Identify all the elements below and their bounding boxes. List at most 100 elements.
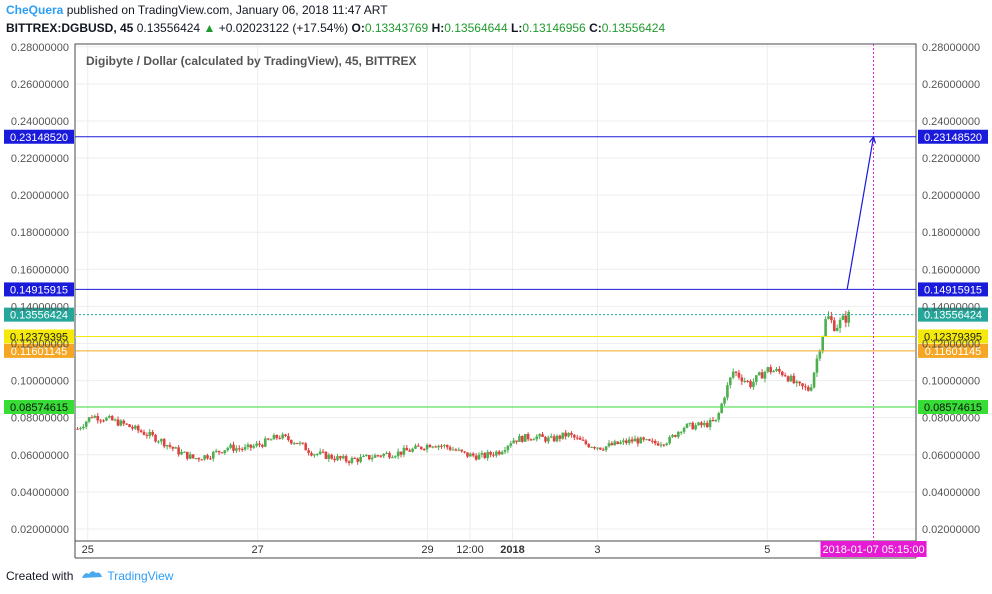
candle-body xyxy=(252,445,256,448)
level-label-left: 0.23148520 xyxy=(10,132,68,144)
candle-body xyxy=(503,450,507,453)
candle-body xyxy=(275,434,279,438)
candle-body xyxy=(815,358,819,373)
projection-arrowhead-icon xyxy=(868,135,877,144)
level-label-bg-right xyxy=(918,329,988,344)
candle-body xyxy=(243,447,247,450)
annotations[interactable]: 2018-01-07 05:15:00 xyxy=(820,44,927,557)
candle-body xyxy=(671,435,674,437)
projection-arrow[interactable] xyxy=(846,136,875,290)
candle-body xyxy=(593,447,596,449)
candle-body xyxy=(396,451,400,457)
candle-body xyxy=(818,351,822,359)
candle-body xyxy=(445,445,449,448)
level-label-bg-left xyxy=(4,343,74,358)
candle-body xyxy=(220,452,224,454)
tradingview-logo-icon[interactable] xyxy=(81,568,103,583)
tradingview-link[interactable]: TradingView xyxy=(107,568,174,583)
candle-body xyxy=(154,434,157,442)
change-value: +0.02023122 (+17.54%) xyxy=(218,21,349,35)
candle-body xyxy=(160,439,163,442)
candle-body xyxy=(827,316,830,320)
candle-body xyxy=(627,439,631,444)
candle-body xyxy=(610,443,614,446)
candle-body xyxy=(775,368,778,371)
candle-body xyxy=(382,453,386,457)
candle-body xyxy=(82,426,85,429)
candle-body xyxy=(549,436,553,438)
candle-body xyxy=(613,441,617,446)
candle-body xyxy=(272,434,276,440)
level-label-bg-left xyxy=(4,400,74,415)
candle-body xyxy=(292,443,296,445)
created-with-text: Created with xyxy=(6,568,74,583)
x-tick-label: 12:00 xyxy=(456,544,484,556)
candle-body xyxy=(128,424,131,428)
candle-body xyxy=(648,439,651,441)
candle-body xyxy=(327,454,331,459)
candle-body xyxy=(315,453,319,455)
candle-body xyxy=(125,423,128,425)
y-tick-label-left: 0.04000000 xyxy=(11,487,69,499)
candle-body xyxy=(93,416,97,418)
candle-body xyxy=(838,319,842,328)
candle-body xyxy=(460,449,463,452)
candle-body xyxy=(703,422,706,426)
candle-body xyxy=(440,445,443,447)
candle-body xyxy=(723,397,726,404)
candle-body xyxy=(544,436,547,442)
candle-body xyxy=(281,434,284,439)
candle-body xyxy=(599,447,602,450)
candle-body xyxy=(844,315,848,323)
candle-body xyxy=(466,452,469,457)
candle-body xyxy=(217,450,221,453)
level-label-bg-left xyxy=(4,129,74,144)
candle-body xyxy=(607,443,611,447)
y-tick-label-left: 0.12000000 xyxy=(11,338,69,350)
candle-body xyxy=(214,450,218,452)
author-name[interactable]: CheQuera xyxy=(6,3,64,17)
candle-body xyxy=(255,443,258,446)
candle-body xyxy=(812,372,816,388)
candle-body xyxy=(246,444,250,448)
candle-body xyxy=(414,445,417,449)
candle-body xyxy=(183,451,186,453)
level-label-bg-left xyxy=(4,329,74,344)
x-axis: 25 27 29 12:00 2018 3 5 xyxy=(82,544,771,556)
candle-body xyxy=(313,454,316,456)
candle-body xyxy=(310,452,313,456)
candle-body xyxy=(411,448,414,452)
y-tick-label-left: 0.22000000 xyxy=(11,153,69,165)
candle-body xyxy=(76,428,79,430)
candle-body xyxy=(711,420,715,422)
candle-body xyxy=(232,444,235,451)
y-tick-label-right: 0.08000000 xyxy=(922,413,980,425)
candle-body xyxy=(521,435,524,442)
candle-body xyxy=(682,427,686,432)
candle-body xyxy=(84,421,88,427)
ohlc-header: BITTREX:DGBUSD, 45 0.13556424 ▲ +0.02023… xyxy=(6,21,665,35)
y-tick-label-right: 0.14000000 xyxy=(922,301,980,313)
candle-body xyxy=(321,451,325,453)
candle-body xyxy=(136,425,140,431)
candle-body xyxy=(417,445,420,447)
candle-body xyxy=(541,434,544,437)
candle-body xyxy=(547,437,550,442)
candle-body xyxy=(578,437,582,440)
candle-body xyxy=(757,372,761,376)
level-label-bg-right xyxy=(918,129,988,144)
candle-body xyxy=(529,439,533,441)
candle-body xyxy=(786,376,790,382)
y-tick-label-left: 0.06000000 xyxy=(11,450,69,462)
candle-body xyxy=(134,425,137,429)
candle-body xyxy=(590,447,593,449)
candle-body xyxy=(211,451,215,459)
horizontal-levels[interactable]: 0.23148520 0.23148520 0.14915915 0.14915915… xyxy=(4,129,988,415)
candle-body xyxy=(653,441,657,444)
last-price: 0.13556424 xyxy=(136,21,201,35)
candle-body xyxy=(298,442,302,444)
candle-body xyxy=(139,430,143,433)
candle-body xyxy=(171,446,175,449)
candle-body xyxy=(434,446,437,448)
